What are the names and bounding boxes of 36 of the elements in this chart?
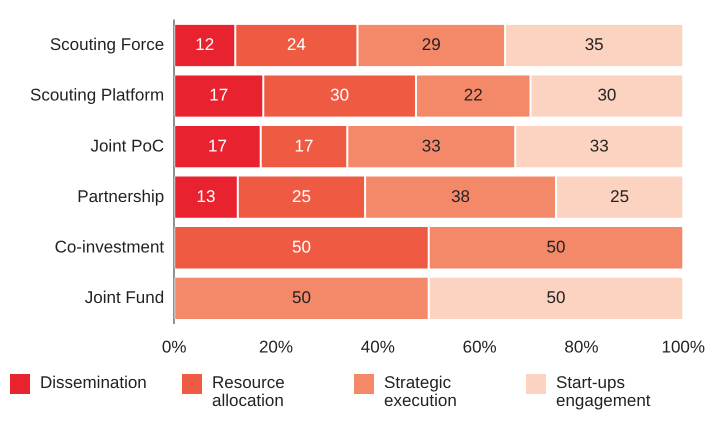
x-tick-label: 80% (564, 337, 598, 356)
data-label: 50 (546, 288, 566, 308)
legend-label: Strategic execution (384, 373, 458, 410)
data-label: 12 (195, 35, 214, 54)
y-tick-label: Scouting Platform (30, 86, 164, 105)
data-label: 30 (330, 86, 350, 105)
x-tick-label: 0% (162, 337, 186, 356)
y-tick-label: Partnership (77, 186, 164, 206)
y-tick-label: Scouting Force (50, 35, 164, 54)
data-label: 13 (196, 186, 216, 206)
data-label: 17 (208, 136, 227, 156)
data-label: 25 (610, 186, 630, 206)
data-label: 50 (292, 288, 311, 308)
x-tick-label: 100% (662, 337, 705, 356)
data-label: 24 (286, 35, 306, 54)
data-label: 29 (422, 35, 441, 54)
legend-label: Resource allocation (212, 373, 286, 410)
data-label: 30 (597, 86, 616, 105)
data-label: 38 (451, 186, 470, 206)
legend-label: Start-ups engagement (556, 373, 652, 410)
data-label: 22 (464, 86, 483, 105)
data-label: 35 (584, 35, 604, 54)
data-label: 17 (209, 86, 228, 105)
y-tick-label: Joint PoC (90, 136, 164, 156)
data-label: 25 (292, 186, 311, 206)
data-label: 17 (294, 136, 314, 156)
y-tick-label: Co-investment (54, 237, 164, 256)
data-label: 33 (590, 136, 609, 156)
y-tick-label: Joint Fund (84, 288, 164, 308)
data-label: 33 (422, 136, 441, 156)
data-label: 50 (546, 237, 566, 256)
x-tick-label: 60% (462, 337, 497, 356)
legend-label: Dissemination (40, 373, 147, 392)
x-tick-label: 20% (258, 337, 294, 356)
x-tick-label: 40% (360, 337, 395, 356)
data-label: 50 (292, 237, 311, 256)
